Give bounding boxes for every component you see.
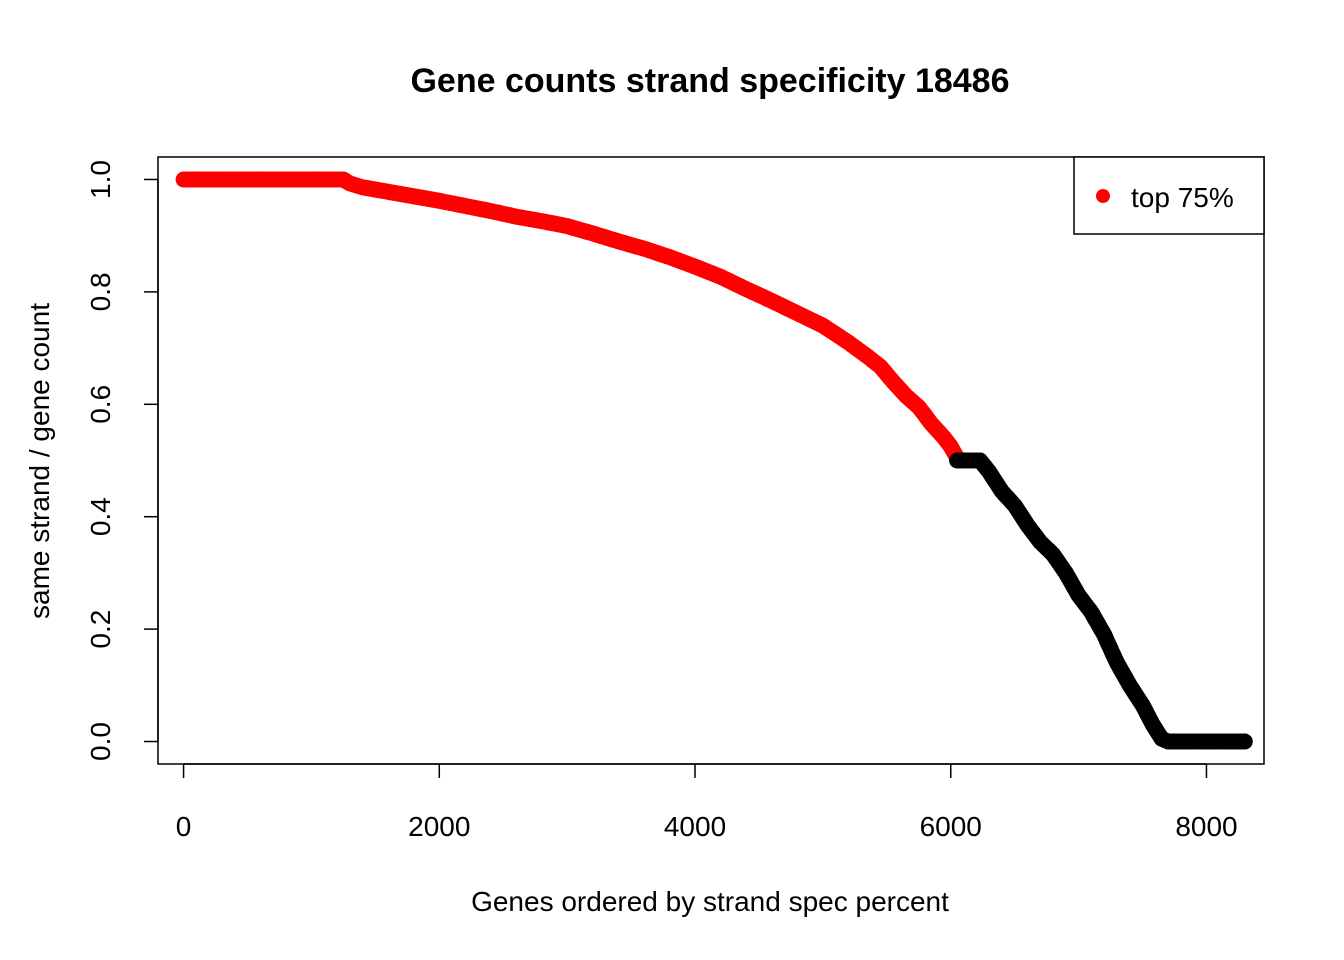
y-axis: 0.0 0.2 0.4 0.6 0.8 1.0 [85,160,159,761]
y-tick-label: 1.0 [85,160,116,199]
data-point-series-1 [1236,733,1253,750]
legend-label: top 75% [1131,182,1234,213]
y-tick-label: 0.4 [85,497,116,536]
y-tick-label: 0.0 [85,722,116,761]
plot-frame [157,156,1265,765]
x-axis: 0 2000 4000 6000 8000 [176,763,1238,842]
legend-marker [1096,189,1110,203]
y-axis-label: same strand / gene count [24,303,55,619]
x-axis-label: Genes ordered by strand spec percent [471,886,949,917]
x-tick-label: 2000 [408,811,470,842]
x-tick-label: 8000 [1175,811,1237,842]
x-tick-label: 0 [176,811,192,842]
x-tick-label: 6000 [920,811,982,842]
y-tick-label: 0.6 [85,385,116,424]
y-tick-label: 0.8 [85,272,116,311]
x-tick-label: 4000 [664,811,726,842]
data-points [175,171,1253,750]
y-tick-label: 0.2 [85,610,116,649]
chart-title: Gene counts strand specificity 18486 [410,62,1009,100]
legend: top 75% [1073,156,1265,235]
